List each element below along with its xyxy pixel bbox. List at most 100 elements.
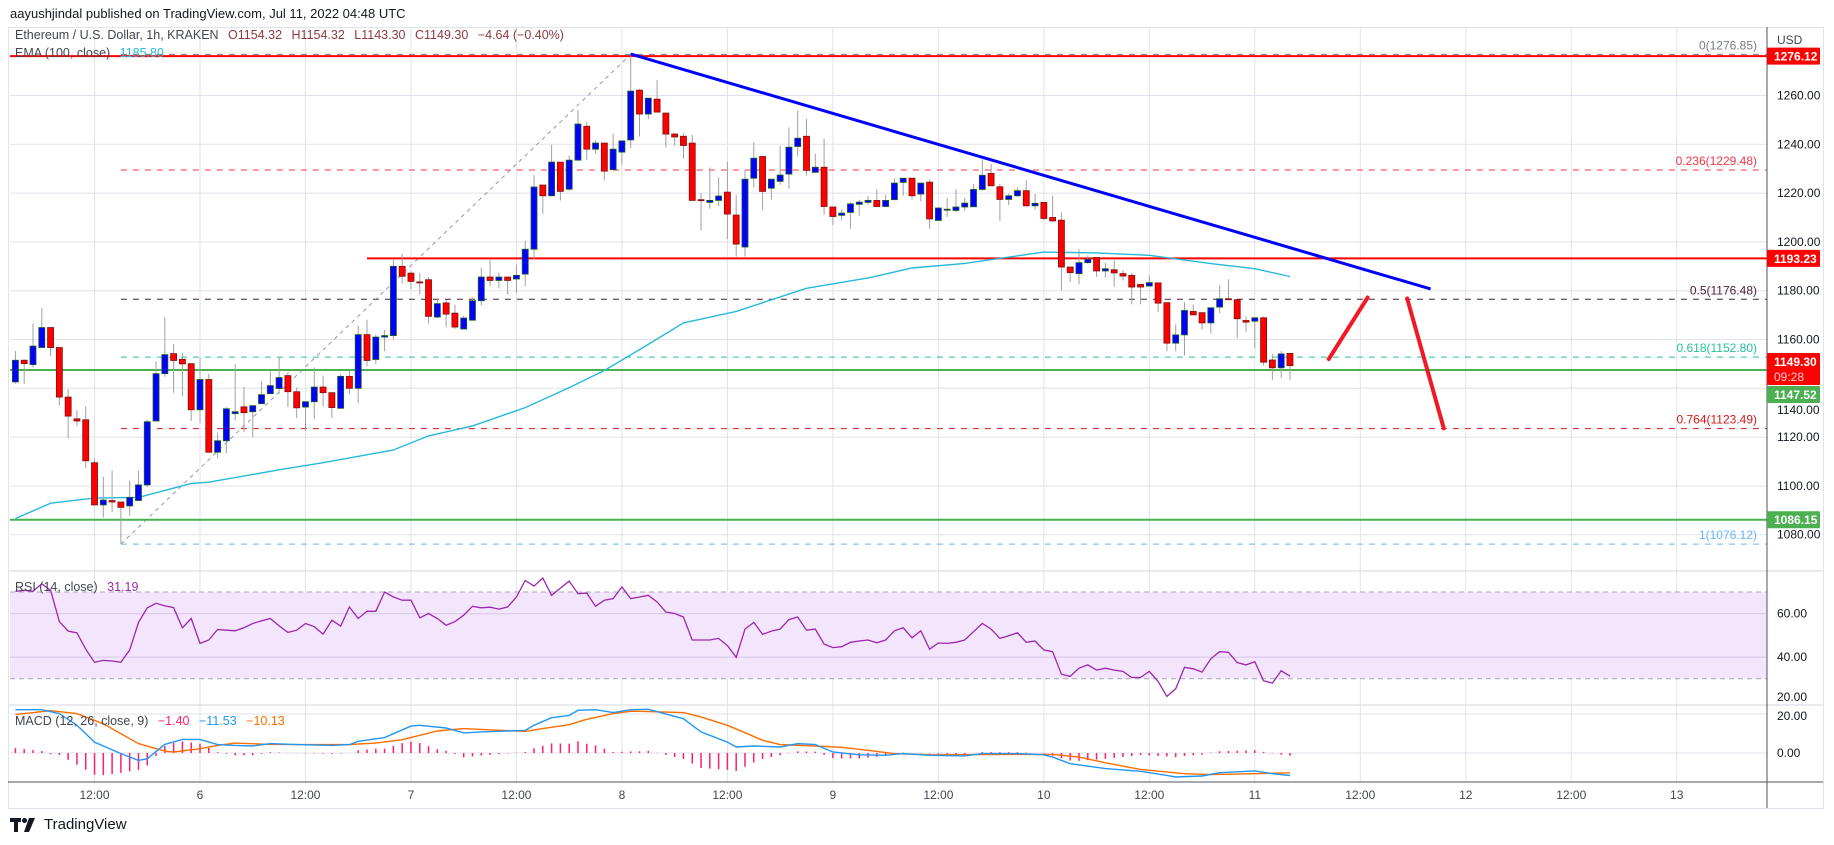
projection-arrow[interactable] <box>1405 296 1446 431</box>
candle-body <box>548 161 555 197</box>
candle-body <box>29 345 37 366</box>
candle <box>873 189 881 207</box>
candle-body <box>794 137 802 147</box>
candle <box>539 184 547 214</box>
candle-body <box>135 484 142 501</box>
candle-body <box>1242 320 1250 323</box>
ema-label[interactable]: EMA (100, close) <box>15 46 111 60</box>
candle-body <box>767 178 775 189</box>
fib-trend-line[interactable] <box>120 54 632 545</box>
candle <box>908 177 916 200</box>
price-tick-label: 1160.00 <box>1777 333 1820 347</box>
candle-body <box>1084 258 1092 264</box>
last-price-badge-text: 09:28 <box>1774 370 1804 384</box>
candle <box>513 264 520 294</box>
candle-body <box>275 377 283 389</box>
candle-body <box>1181 310 1188 336</box>
candle <box>170 344 178 393</box>
candle <box>222 407 230 454</box>
symbol-title[interactable]: Ethereum / U.S. Dollar, 1h, KRAKEN <box>15 28 219 42</box>
candle-body <box>1005 195 1013 200</box>
price-tick-label: 1240.00 <box>1777 137 1821 151</box>
candle-body <box>671 133 679 138</box>
rsi-label[interactable]: RSI (14, close) <box>15 580 98 594</box>
candle-body <box>785 146 793 175</box>
candle-body <box>205 379 213 453</box>
candle <box>346 370 353 395</box>
candle-body <box>864 200 872 203</box>
candle <box>609 133 617 171</box>
macd-pane <box>10 708 1767 778</box>
time-tick-label: 12:00 <box>1556 788 1586 802</box>
candle-body <box>741 178 749 248</box>
rsi-value: 31.19 <box>107 580 139 594</box>
candle <box>680 133 687 159</box>
candle-body <box>847 203 854 213</box>
macd-line <box>15 708 1291 778</box>
candle <box>258 381 265 405</box>
candle <box>486 259 494 286</box>
candle <box>1172 324 1180 352</box>
candle-body <box>926 181 933 220</box>
time-tick-label: 12 <box>1459 788 1473 802</box>
close-value: C1149.30 <box>415 28 469 42</box>
tradingview-logo[interactable]: TradingView <box>10 816 127 833</box>
candle <box>1145 275 1153 287</box>
candle-body <box>1022 190 1030 207</box>
candle-body <box>574 123 582 161</box>
candle <box>416 273 424 295</box>
candle <box>20 359 28 384</box>
candle-body <box>12 359 19 383</box>
time-tick-label: 12:00 <box>501 788 531 802</box>
candle <box>1225 279 1232 301</box>
candle <box>530 174 538 260</box>
candle-body <box>618 140 626 153</box>
candle-body <box>302 401 309 408</box>
projection-arrow[interactable] <box>1326 295 1370 362</box>
candle <box>196 357 204 423</box>
candle-body <box>943 208 951 211</box>
candle-body <box>1268 359 1276 369</box>
macd-label[interactable]: MACD (12, 26, close, 9) <box>15 714 149 728</box>
candle <box>117 501 125 545</box>
candle <box>425 277 432 324</box>
candle-body <box>1286 352 1294 367</box>
rsi-line <box>15 577 1291 698</box>
candle <box>811 153 819 173</box>
candle <box>943 197 951 218</box>
candle <box>803 118 810 176</box>
candle-body <box>829 206 837 217</box>
time-tick-label: 10 <box>1037 788 1051 802</box>
candle-body <box>64 396 72 417</box>
candle <box>583 121 591 160</box>
candle-body <box>170 353 178 361</box>
candle-body <box>1251 317 1259 322</box>
candle <box>310 367 318 419</box>
candle <box>161 317 169 377</box>
price-tick-label: 1180.00 <box>1777 284 1820 298</box>
candle <box>108 470 116 513</box>
candle <box>521 240 529 287</box>
candle-body <box>108 500 116 503</box>
price-tick-label: 1260.00 <box>1777 89 1821 103</box>
candle-body <box>389 265 397 336</box>
candle-body <box>47 327 54 348</box>
price-tick-label: 1080.00 <box>1777 528 1821 542</box>
candle <box>135 470 142 501</box>
candle-body <box>1163 302 1171 344</box>
candle-body <box>715 195 723 201</box>
candle-body <box>688 142 696 201</box>
candle <box>1022 180 1030 207</box>
grid <box>8 27 1824 809</box>
candle-body <box>398 265 406 277</box>
candle <box>1207 307 1215 334</box>
candle <box>1154 282 1162 313</box>
descending-trendline[interactable] <box>630 52 1432 291</box>
candle <box>899 177 907 196</box>
candle-body <box>187 363 195 411</box>
candle <box>152 361 160 422</box>
candle-body <box>732 214 740 245</box>
candle <box>231 364 239 421</box>
rsi-tick-label: 60.00 <box>1777 607 1807 621</box>
